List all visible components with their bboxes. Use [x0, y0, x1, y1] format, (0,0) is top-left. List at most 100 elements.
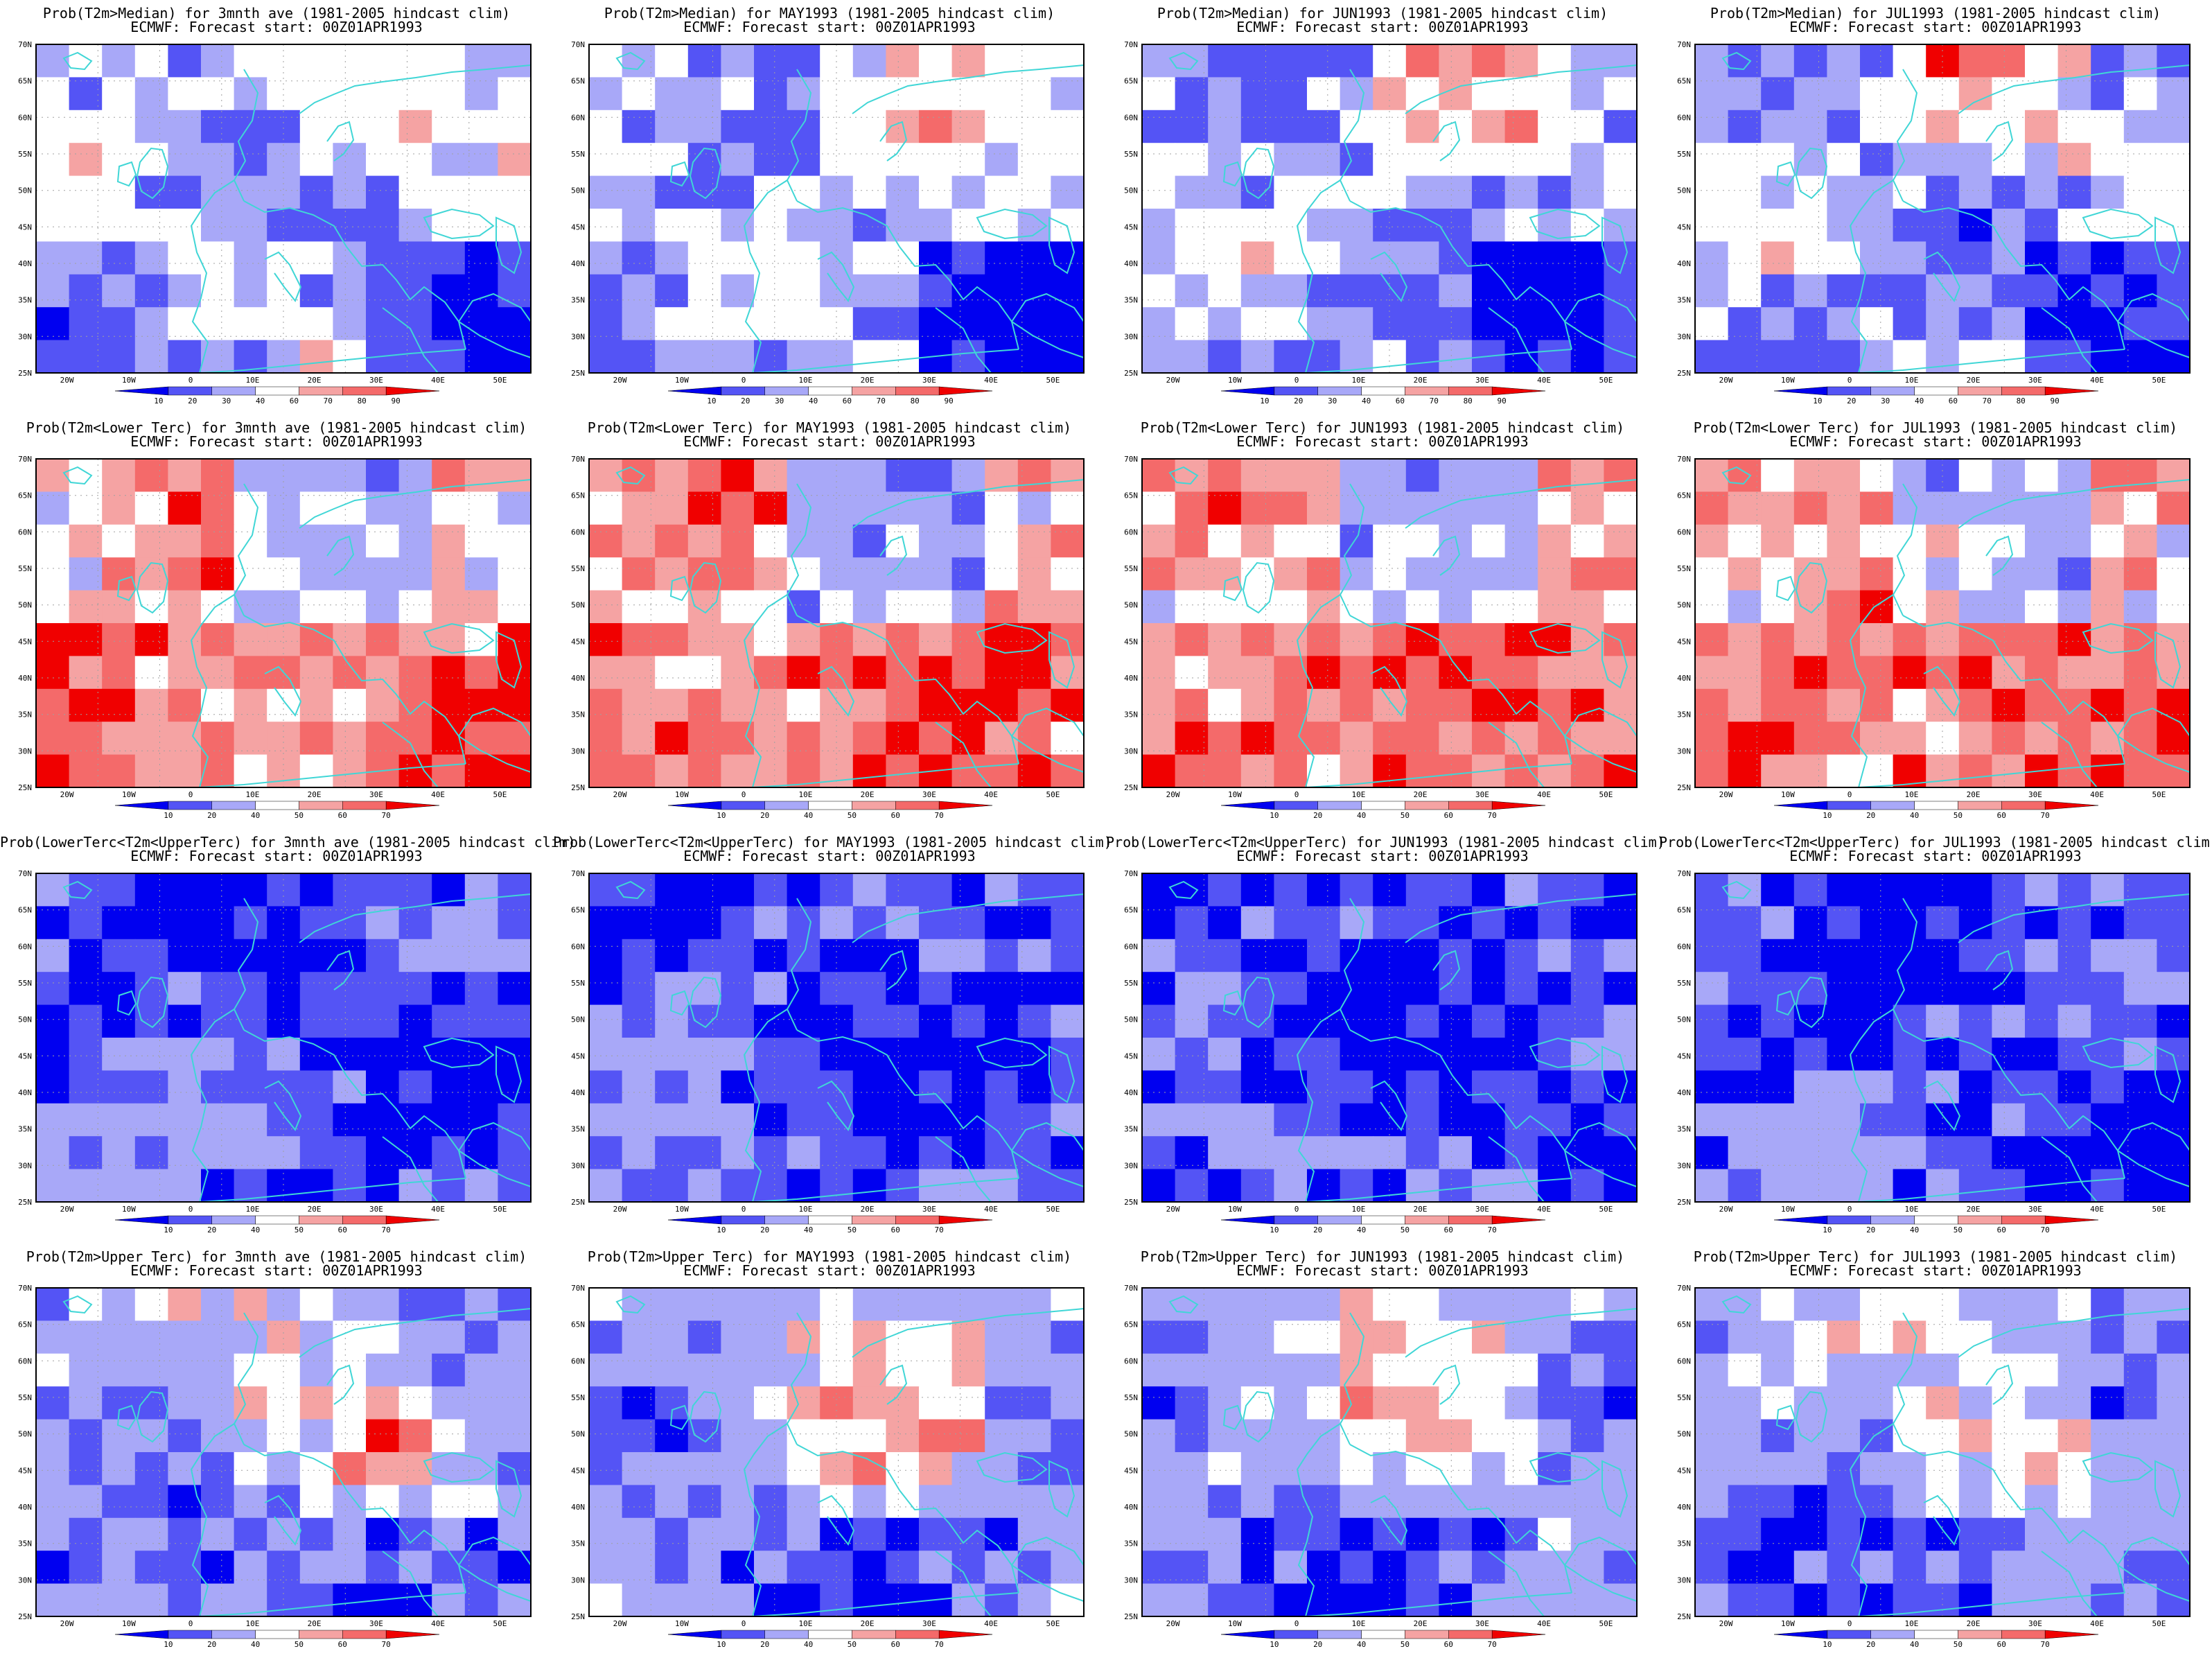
probability-cell [1051, 1320, 1085, 1354]
probability-cell [2091, 906, 2125, 940]
probability-cell [754, 906, 788, 940]
probability-cell [366, 524, 400, 558]
probability-cell [1992, 656, 2026, 690]
probability-cell [1761, 1517, 1795, 1551]
probability-cell [589, 1583, 623, 1617]
probability-cell [1439, 1004, 1473, 1038]
probability-cell [1017, 590, 1051, 624]
longitude-tick-label: 20E [1967, 1205, 1981, 1214]
probability-cell [2091, 722, 2125, 756]
coastline [1985, 121, 2014, 162]
probability-cell [398, 1288, 432, 1321]
latitude-tick-label: 55N [18, 1393, 32, 1402]
probability-cell [299, 44, 333, 78]
coastline [1296, 1009, 1341, 1203]
probability-cell [820, 524, 854, 558]
probability-cell [852, 722, 886, 756]
colorbar-segment [667, 1630, 722, 1639]
probability-cell [2025, 1353, 2059, 1387]
probability-cell [102, 656, 136, 690]
probability-cell [102, 1038, 136, 1071]
probability-cell [1405, 1583, 1439, 1617]
coastline [796, 1029, 900, 1076]
probability-cell [1604, 1517, 1638, 1551]
probability-cell [1405, 1004, 1439, 1038]
probability-cell [102, 241, 136, 275]
probability-cell [1538, 939, 1572, 972]
colorbar-segment [852, 386, 896, 396]
probability-cell [267, 722, 301, 756]
colorbar-segment [721, 1630, 766, 1639]
longitude-tick-label: 40E [984, 1205, 998, 1214]
probability-cell [1439, 1452, 1473, 1485]
coastline [743, 1423, 788, 1617]
probability-cell [1274, 524, 1308, 558]
probability-cell [1439, 722, 1473, 756]
probability-cell [201, 873, 235, 907]
probability-cell [1992, 1004, 2026, 1038]
latitude-tick-label: 55N [18, 150, 32, 159]
probability-cell [622, 1320, 656, 1354]
longitude-tick-label: 50E [1599, 1205, 1613, 1214]
probability-cell [985, 590, 1019, 624]
probability-cell [1958, 754, 1992, 788]
probability-cell [1827, 524, 1861, 558]
probability-cell [1142, 209, 1176, 242]
latitude-tick-label: 50N [1677, 1015, 1691, 1024]
probability-cell [1860, 557, 1894, 591]
probability-cell [919, 939, 953, 972]
probability-cell [1175, 524, 1209, 558]
coastline [1902, 1029, 2006, 1076]
probability-cell [820, 175, 854, 209]
latitude-tick-label: 50N [1124, 601, 1138, 610]
probability-cell [2157, 656, 2191, 690]
probability-cell [985, 906, 1019, 940]
latitude-tick-label: 65N [1677, 491, 1691, 500]
longitude-tick-label: 10E [1351, 1205, 1365, 1214]
probability-cell [1992, 1583, 2026, 1617]
probability-cell [1439, 175, 1473, 209]
probability-cell [1340, 77, 1373, 111]
probability-cell [886, 1004, 920, 1038]
probability-cell [951, 1169, 985, 1203]
probability-cell [1728, 44, 1762, 78]
probability-cell [1340, 44, 1373, 78]
latitude-tick-label: 70N [571, 455, 585, 464]
probability-cell [134, 722, 168, 756]
probability-cell [1538, 1320, 1572, 1354]
probability-cell [687, 491, 721, 525]
probability-cell [754, 873, 788, 907]
probability-cell [366, 1353, 400, 1387]
probability-cell [985, 656, 1019, 690]
coastline [689, 1390, 722, 1443]
probability-cell [919, 1004, 953, 1038]
probability-cell [655, 459, 689, 492]
probability-cell [36, 1136, 70, 1170]
map-frame [1694, 458, 2191, 788]
probability-cell [754, 77, 788, 111]
probability-cell [2123, 459, 2157, 492]
probability-cell [1017, 110, 1051, 143]
probability-cell [1926, 939, 1960, 972]
probability-cell [1926, 1551, 1960, 1585]
probability-cell [1340, 1551, 1373, 1585]
probability-cell [398, 459, 432, 492]
probability-cell [498, 1136, 532, 1170]
probability-cell [622, 110, 656, 143]
probability-cell [134, 274, 168, 308]
colorbar-segment [721, 1215, 766, 1225]
probability-cell [2157, 209, 2191, 242]
colorbar-label: 20 [1294, 396, 1303, 405]
probability-cell [1570, 1485, 1604, 1519]
colorbar-segment [211, 801, 256, 810]
longitude-tick-label: 50E [2152, 790, 2166, 799]
probability-cell [1051, 1070, 1085, 1104]
probability-cell [721, 1004, 755, 1038]
probability-cell [36, 1485, 70, 1519]
probability-cell [1340, 241, 1373, 275]
probability-cell [2057, 44, 2091, 78]
coastline [689, 147, 722, 200]
probability-cell [1728, 524, 1762, 558]
probability-cell [1142, 873, 1176, 907]
